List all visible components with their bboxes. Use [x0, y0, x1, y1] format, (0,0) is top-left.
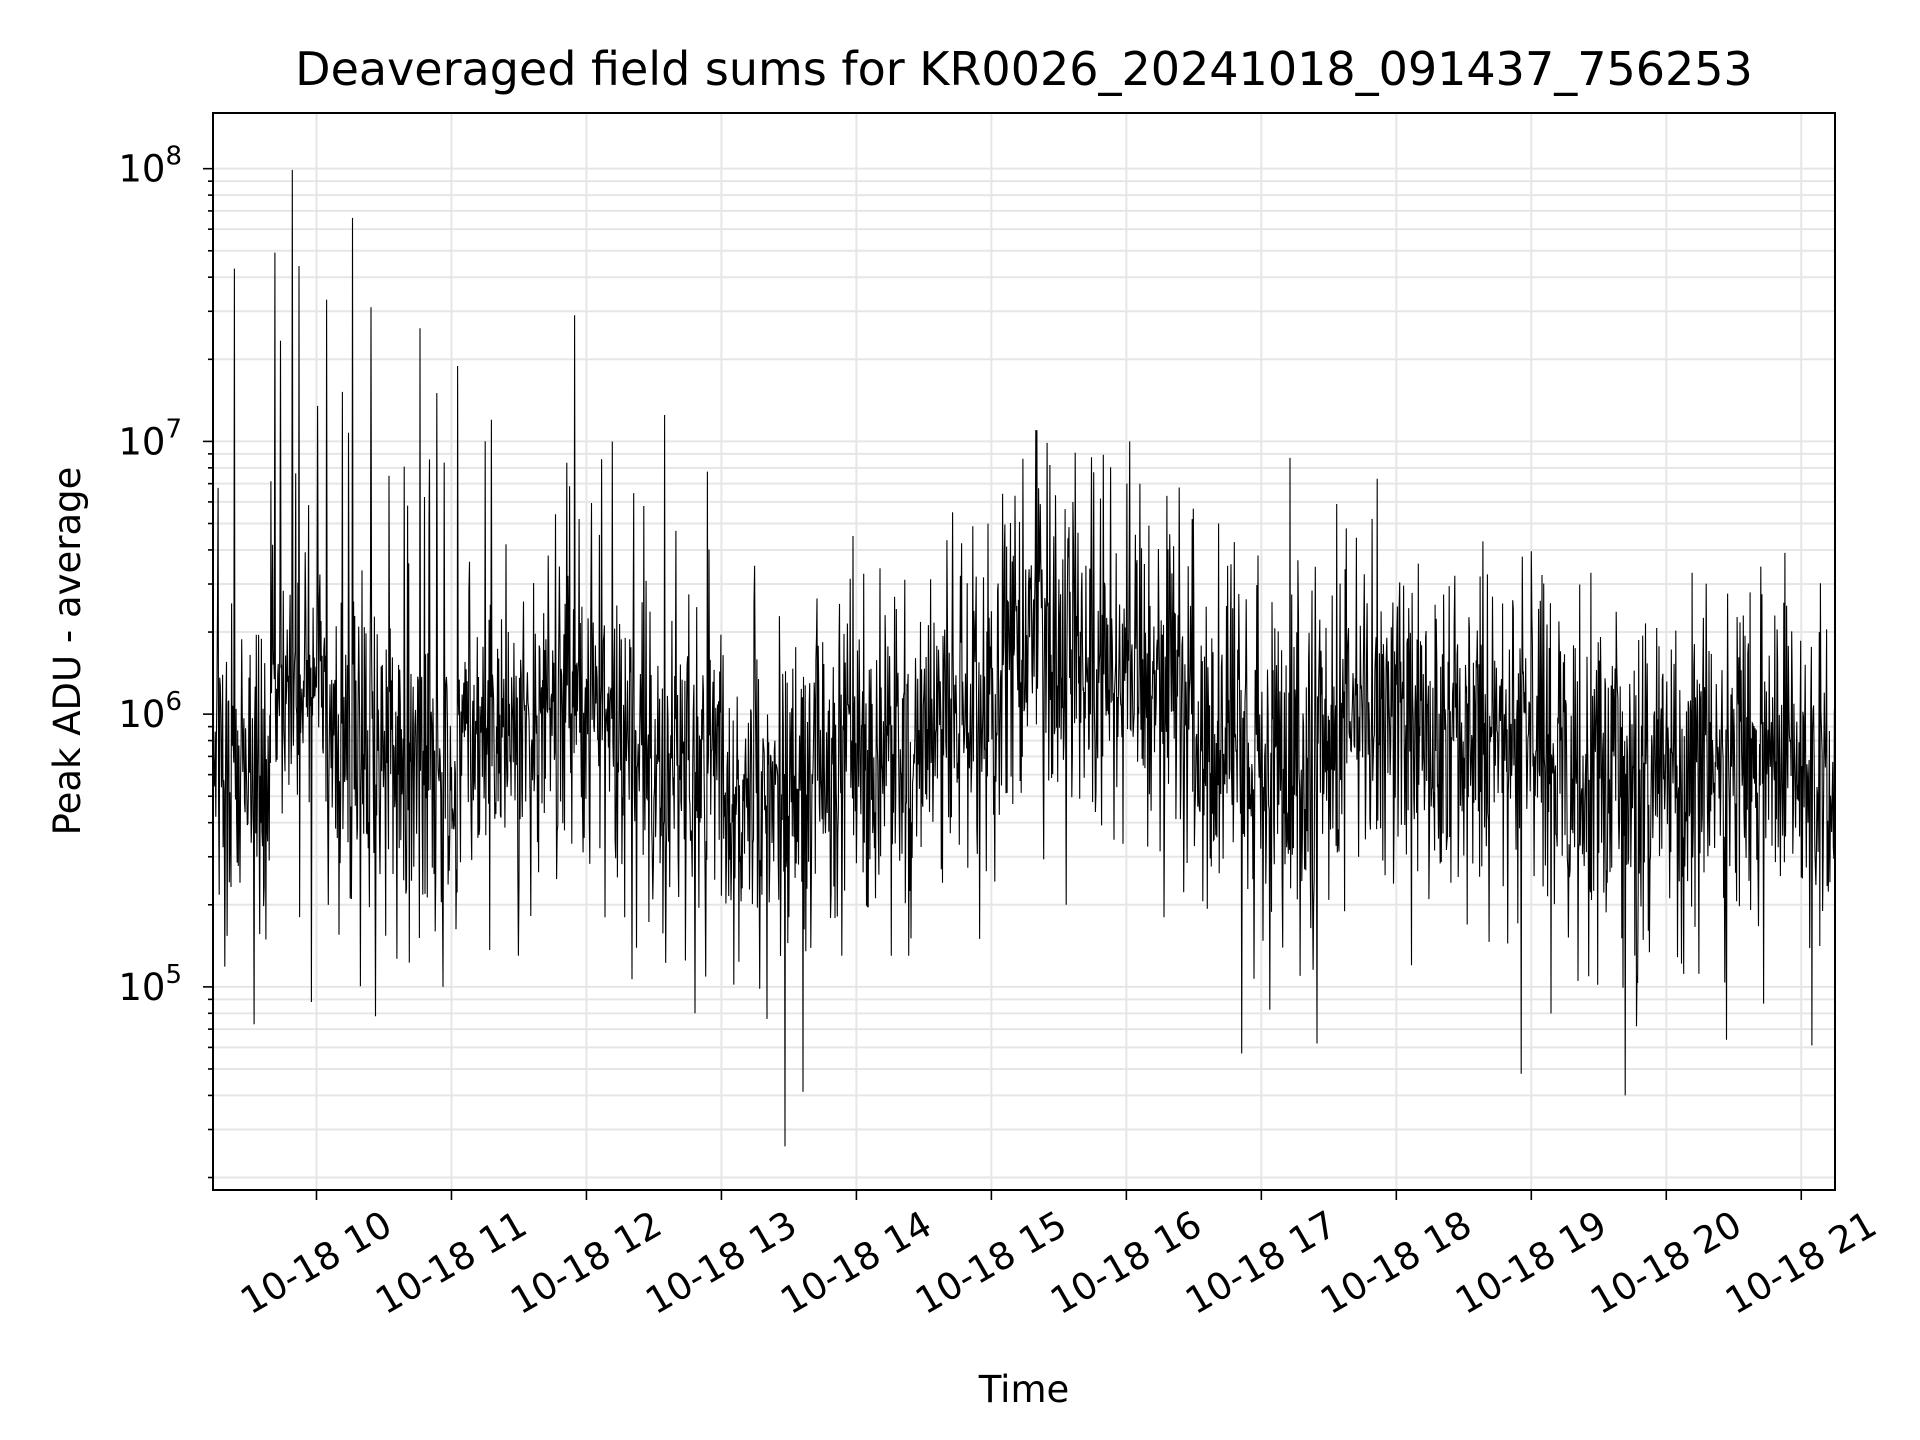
grid — [213, 113, 1835, 1190]
y-tick-label: 106 — [118, 687, 182, 736]
y-tick-label: 108 — [118, 142, 182, 191]
x-axis-label: Time — [978, 1368, 1070, 1411]
y-axis-label: Peak ADU - average — [46, 467, 89, 836]
series-line — [212, 169, 1835, 1147]
chart-title: Deaveraged field sums for KR0026_2024101… — [295, 42, 1753, 96]
plot-frame — [212, 112, 1836, 1191]
y-tick-label: 105 — [118, 960, 182, 1009]
data-series — [212, 169, 1835, 1147]
y-tick-label: 107 — [118, 414, 182, 463]
